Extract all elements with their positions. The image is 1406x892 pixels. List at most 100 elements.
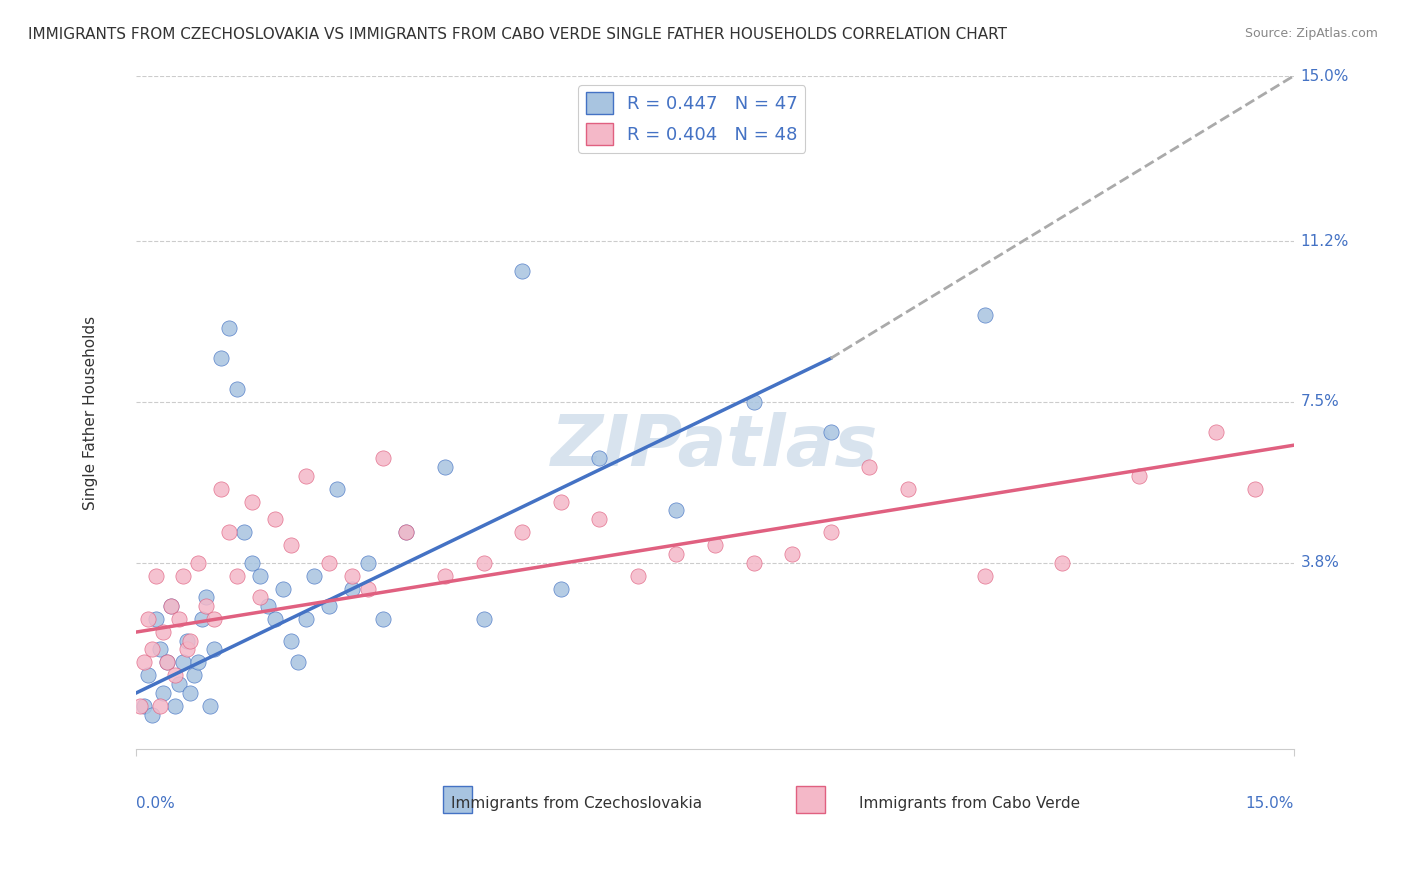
Point [163, 698, 186, 713]
Point [357, 582, 380, 596]
Text: 15.0%: 15.0% [1301, 69, 1348, 84]
Point [152, 686, 174, 700]
Point [742, 556, 765, 570]
Point [167, 612, 190, 626]
Point [318, 556, 340, 570]
Point [302, 568, 325, 582]
Point [132, 698, 155, 713]
Text: Single Father Households: Single Father Households [83, 316, 97, 509]
Point [249, 568, 271, 582]
Point [280, 633, 302, 648]
Point [974, 308, 997, 322]
Point [194, 599, 217, 613]
Text: Source: ZipAtlas.com: Source: ZipAtlas.com [1244, 27, 1378, 40]
Point [326, 482, 349, 496]
Point [665, 503, 688, 517]
Point [225, 568, 247, 582]
Point [1128, 468, 1150, 483]
Point [160, 599, 183, 613]
Point [280, 538, 302, 552]
Text: Immigrants from Czechoslovakia: Immigrants from Czechoslovakia [450, 797, 702, 812]
Point [264, 612, 287, 626]
Text: Immigrants from Cabo Verde: Immigrants from Cabo Verde [859, 797, 1080, 812]
Point [256, 599, 278, 613]
Point [974, 568, 997, 582]
Point [295, 468, 318, 483]
Point [202, 642, 225, 657]
Point [318, 599, 340, 613]
Point [287, 656, 309, 670]
Point [780, 547, 803, 561]
Point [198, 698, 221, 713]
Point [433, 460, 456, 475]
Point [703, 538, 725, 552]
Point [145, 612, 167, 626]
Point [249, 591, 271, 605]
Point [472, 556, 495, 570]
Point [202, 612, 225, 626]
Point [152, 625, 174, 640]
Point [742, 394, 765, 409]
Point [141, 707, 163, 722]
Point [141, 642, 163, 657]
Point [183, 668, 205, 682]
Point [373, 451, 395, 466]
Text: ZIPatlas: ZIPatlas [551, 412, 879, 481]
Point [176, 642, 198, 657]
Point [820, 525, 842, 540]
Point [627, 568, 650, 582]
Point [433, 568, 456, 582]
Point [156, 656, 179, 670]
Text: 0.0%: 0.0% [136, 797, 176, 812]
Point [510, 525, 533, 540]
Point [665, 547, 688, 561]
Point [194, 591, 217, 605]
Point [550, 582, 572, 596]
Text: 15.0%: 15.0% [1246, 797, 1294, 812]
Point [264, 512, 287, 526]
Point [187, 556, 209, 570]
Point [225, 382, 247, 396]
Point [209, 482, 232, 496]
Text: IMMIGRANTS FROM CZECHOSLOVAKIA VS IMMIGRANTS FROM CABO VERDE SINGLE FATHER HOUSE: IMMIGRANTS FROM CZECHOSLOVAKIA VS IMMIGR… [28, 27, 1007, 42]
Point [858, 460, 880, 475]
Point [395, 525, 418, 540]
Point [191, 612, 214, 626]
Point [588, 512, 610, 526]
Point [179, 633, 201, 648]
Legend: R = 0.447   N = 47, R = 0.404   N = 48: R = 0.447 N = 47, R = 0.404 N = 48 [578, 85, 806, 153]
FancyBboxPatch shape [443, 787, 472, 814]
Point [218, 525, 240, 540]
Point [148, 698, 170, 713]
Point [240, 556, 263, 570]
Point [820, 425, 842, 440]
Point [550, 494, 572, 508]
Point [179, 686, 201, 700]
Point [357, 556, 380, 570]
Point [172, 568, 194, 582]
Point [395, 525, 418, 540]
Point [163, 668, 186, 682]
Point [129, 698, 152, 713]
Text: 11.2%: 11.2% [1301, 234, 1348, 249]
Point [187, 656, 209, 670]
Point [172, 656, 194, 670]
Point [160, 599, 183, 613]
Point [136, 668, 159, 682]
Point [588, 451, 610, 466]
Point [136, 612, 159, 626]
Point [148, 642, 170, 657]
Point [218, 321, 240, 335]
Point [240, 494, 263, 508]
Point [472, 612, 495, 626]
Point [342, 582, 364, 596]
Point [271, 582, 294, 596]
Point [167, 677, 190, 691]
Point [897, 482, 920, 496]
Point [1050, 556, 1073, 570]
Point [132, 656, 155, 670]
Point [209, 351, 232, 366]
Point [233, 525, 256, 540]
Text: 3.8%: 3.8% [1301, 555, 1340, 570]
Point [342, 568, 364, 582]
